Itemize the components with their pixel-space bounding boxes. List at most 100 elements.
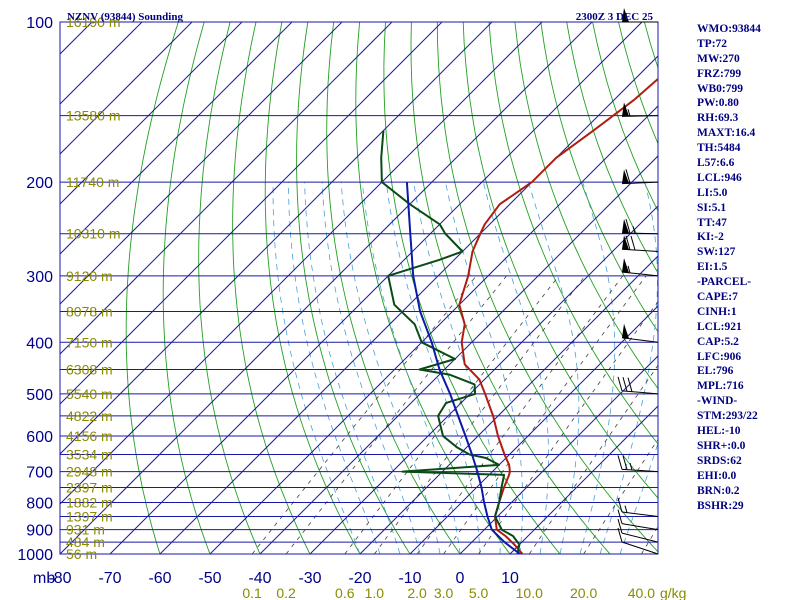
isotherm-line	[309, 205, 658, 554]
pressure-tick-label: 1000	[17, 547, 53, 564]
stat-entry: TP:72	[697, 37, 728, 50]
stat-entry: EL:796	[697, 365, 734, 378]
height-label: 9120 m	[66, 268, 113, 284]
wind-barb-flag	[625, 218, 631, 234]
mixing-ratio-tick-label: 0.2	[276, 585, 296, 600]
wind-barb	[617, 509, 659, 531]
pressure-tick-label: 800	[26, 495, 53, 512]
moist-adiabat-line	[483, 182, 549, 554]
dry-adiabat-line	[326, 22, 461, 554]
wind-barb-flag	[617, 527, 623, 543]
stat-entry: MAXT:16.4	[697, 127, 756, 140]
isobars	[59, 21, 659, 555]
temperature-axis: -80 -70 -60 -50 -40 -30 -20 -10 0 10	[48, 570, 519, 587]
mixing-ratio-tick-label: 5.0	[469, 585, 489, 600]
wind-barb	[621, 258, 659, 277]
mixing-ratio-tick-label: 20.0	[570, 585, 597, 600]
dry-adiabat-line	[436, 22, 658, 553]
wind-barb-staff	[621, 232, 659, 235]
stat-entry: TH:5484	[697, 142, 741, 155]
stat-entry: MW:270	[697, 52, 740, 65]
wind-barb-staff	[621, 468, 659, 473]
isotherm-line	[509, 405, 658, 554]
isotherm-line	[359, 255, 658, 554]
dry-adiabat-line	[410, 22, 611, 554]
wind-barb-pennant	[622, 258, 629, 273]
isotherm-line	[259, 155, 658, 554]
plot-frame	[59, 21, 659, 555]
stat-entry: -PARCEL-	[697, 276, 752, 289]
height-label: 1397 m	[66, 508, 113, 524]
wind-barb-staff	[621, 115, 659, 117]
wind-barb-pennant	[622, 323, 629, 339]
stat-entry: LFC:906	[697, 350, 742, 363]
dry-adiabat-line	[566, 22, 658, 274]
height-label: 3534 m	[66, 446, 113, 462]
height-label: 2948 m	[66, 464, 113, 480]
temperature-tick-label: 0	[456, 570, 465, 587]
wind-barb-pennant	[622, 8, 629, 22]
stat-entry: L57:6.6	[697, 157, 735, 170]
pressure-tick-label: 400	[26, 335, 53, 352]
pressure-tick-label: 900	[26, 523, 53, 540]
wind-barb-half-flag	[627, 265, 631, 274]
dry-adiabat-line	[198, 22, 261, 554]
isotherm-line	[60, 22, 543, 505]
height-label: 11740 m	[66, 174, 119, 190]
height-label: 13580 m	[66, 108, 120, 124]
valid-time: 2300Z 3 DEC 25	[576, 11, 654, 23]
wind-barb-flag	[627, 377, 633, 392]
pressure-tick-label: 100	[26, 15, 53, 32]
isotherms	[60, 22, 658, 554]
isotherm-line	[60, 22, 343, 305]
wind-barb	[617, 376, 659, 395]
mixing-ratio-axis: 0.1 0.2 0.6 1.0 2.0 3.0 5.0 10.0 20.0 40.0 g/kg	[242, 585, 686, 600]
temperature-tick-label: -10	[398, 570, 421, 587]
wind-barb-flag	[625, 169, 631, 184]
wind-barb-staff	[621, 181, 659, 185]
height-label: 5540 m	[66, 386, 113, 402]
mixing-ratio-tick-label: 0.6	[335, 585, 355, 600]
wind-barb	[617, 497, 659, 517]
pressure-tick-label: 600	[26, 429, 53, 446]
temperature-tick-label: -40	[248, 570, 271, 587]
wind-barb	[621, 323, 659, 343]
isotherm-line	[60, 22, 243, 205]
isotherm-line	[60, 22, 193, 155]
wind-barb-flag	[630, 235, 636, 251]
wind-barbs	[617, 8, 659, 555]
stat-entry: MPL:716	[697, 380, 744, 393]
dry-adiabat-line	[162, 22, 211, 554]
height-label: 8078 m	[66, 303, 113, 319]
wind-barb	[621, 235, 659, 252]
dry-adiabat-line	[462, 22, 658, 499]
wind-barb	[617, 527, 659, 555]
wind-barb-staff	[621, 532, 659, 543]
stat-entry: CAPE:7	[697, 291, 738, 304]
stat-entry: LI:5.0	[697, 186, 728, 199]
pressure-tick-label: 500	[26, 387, 53, 404]
dry-adiabat-line	[232, 22, 311, 554]
mixing-ratio-tick-label: 0.1	[242, 585, 262, 600]
stat-entry: PW:0.80	[697, 97, 739, 110]
moist-adiabat-line	[599, 182, 658, 554]
pressure-tick-label: 200	[26, 175, 53, 192]
dry-adiabat-line	[383, 22, 561, 554]
stat-entry: EI:1.5	[697, 261, 728, 274]
wind-barb-half-flag	[627, 109, 631, 117]
stat-entry: -WIND-	[697, 395, 738, 408]
temperature-tick-label: 10	[501, 570, 519, 587]
stat-entry: BSHR:29	[697, 499, 744, 512]
temperature-tick-label: -60	[148, 570, 171, 587]
mixing-ratio-tick-label: 3.0	[434, 585, 454, 600]
moist-adiabat-line	[445, 182, 523, 554]
height-label: 931 m	[66, 522, 105, 538]
stat-entry: RH:69.3	[697, 112, 739, 125]
height-label: 10310 m	[66, 226, 120, 242]
wind-barb-flag	[622, 377, 628, 392]
height-label: 7150 m	[66, 334, 113, 350]
dry-adiabat-line	[264, 22, 361, 554]
wind-barb-flag	[617, 509, 623, 524]
sounding-traces	[380, 77, 658, 554]
stat-entry: SRDS:62	[697, 454, 742, 467]
